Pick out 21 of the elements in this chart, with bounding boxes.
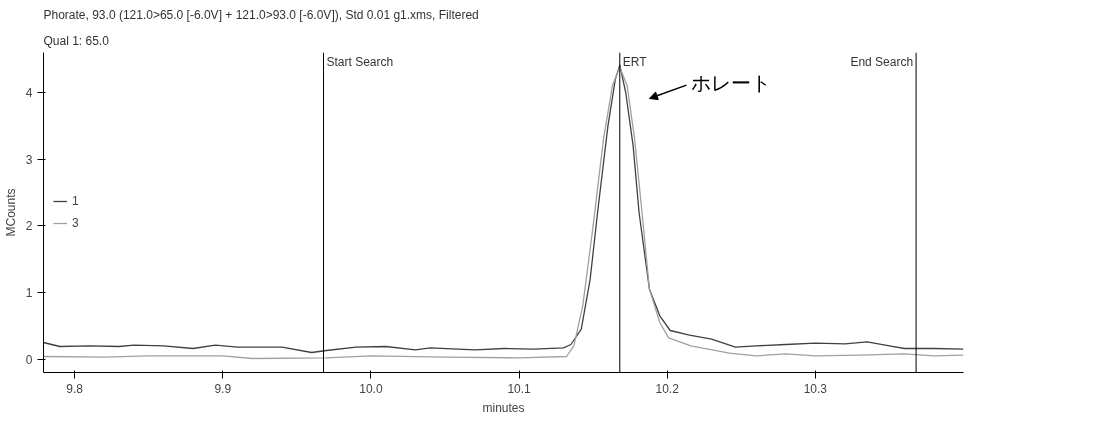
y-axis-title: MCounts <box>3 188 18 237</box>
y-tick-label: 4 <box>25 86 33 100</box>
x-tick-label: 10.0 <box>359 381 383 396</box>
ref-line-label: Start Search <box>326 54 394 69</box>
y-tick-label: 2 <box>25 219 33 234</box>
x-tick-label: 10.3 <box>803 381 828 396</box>
annotation: ホレート <box>690 71 771 96</box>
y-tick-label: 0 <box>25 352 33 367</box>
x-tick-label: 10.2 <box>655 381 680 396</box>
chart-title: Phorate, 93.0 (121.0>65.0 [-6.0V] + 121.0>93.0 [-6.0V]), Std 0.01 g1.xms, Filtered <box>43 7 479 22</box>
ref-line-label: ERT <box>622 54 648 69</box>
legend-label: 3 <box>72 216 80 230</box>
chart-subtitle: Qual 1: 65.0 <box>43 33 110 48</box>
legend-label: 1 <box>72 194 80 208</box>
x-tick-label: 9.8 <box>66 381 84 396</box>
ref-line-label: End Search <box>850 54 914 69</box>
x-tick-label: 9.9 <box>214 381 232 396</box>
y-tick-label: 1 <box>25 286 33 300</box>
x-tick-label: 10.1 <box>507 381 532 396</box>
x-axis-title: minutes <box>482 400 525 415</box>
y-tick-label: 3 <box>25 152 33 167</box>
